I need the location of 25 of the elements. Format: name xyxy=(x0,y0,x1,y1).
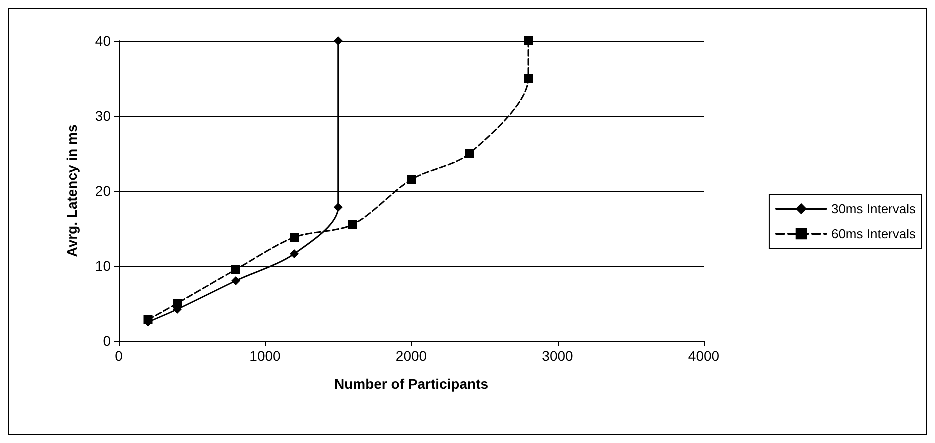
y-axis-title: Avrg. Latency in ms xyxy=(64,124,80,258)
point xyxy=(290,250,299,258)
point xyxy=(348,220,358,230)
x-tick-label: 1000 xyxy=(250,348,282,364)
point xyxy=(232,265,240,274)
point xyxy=(524,36,533,46)
x-tick-label: 0 xyxy=(115,348,124,364)
point xyxy=(407,175,416,184)
point xyxy=(466,149,474,158)
y-tick-label: 40 xyxy=(95,33,112,49)
x-tick-label: 4000 xyxy=(688,348,720,364)
y-tick-label: 20 xyxy=(95,183,112,199)
point xyxy=(232,276,240,286)
point xyxy=(334,36,343,46)
legend-label: 60ms Intervals xyxy=(831,226,916,242)
point xyxy=(290,233,299,242)
legend-label: 30ms Intervals xyxy=(831,202,916,216)
point xyxy=(524,74,533,83)
x-tick-label: 3000 xyxy=(542,348,574,364)
y-tick-label: 10 xyxy=(95,258,112,274)
point xyxy=(334,203,343,212)
x-tick-label: 2000 xyxy=(396,348,428,364)
x-axis-title: Number of Participants xyxy=(334,376,489,392)
y-tick-label: 30 xyxy=(95,108,112,124)
y-tick-label: 0 xyxy=(103,333,112,349)
